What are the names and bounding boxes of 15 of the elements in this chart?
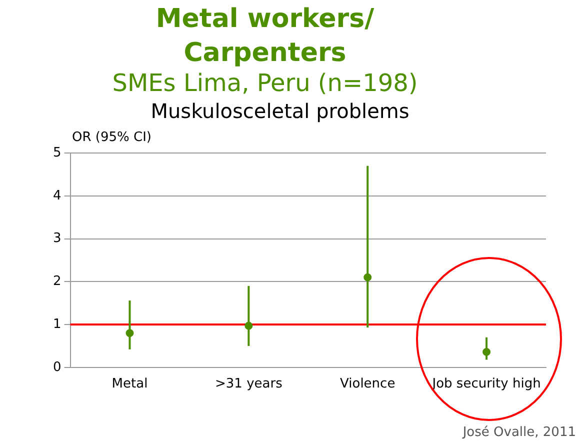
chart-title: Metal workers/ Carpenters — [154, 3, 376, 70]
y-axis-title: OR (95% CI) — [72, 130, 152, 145]
text: Muskulosceletal problems — [150, 99, 410, 123]
y-tick-label: 4 — [52, 188, 62, 204]
y-tick-label: 2 — [52, 274, 62, 290]
x-tick-label: Metal — [112, 376, 148, 392]
text: José Ovalle, 2011 — [462, 425, 576, 440]
chart-subtitle: SMEs Lima, Peru (n=198) — [111, 69, 419, 97]
x-tick-label: Violence — [340, 376, 396, 392]
y-tick-label: 0 — [52, 360, 62, 375]
y-tick-label: 3 — [52, 231, 62, 246]
y-tick-label: 1 — [52, 316, 62, 332]
x-tick-label: Job security high — [431, 376, 541, 392]
y-tick-label: 5 — [52, 145, 62, 160]
x-tick-label: >31 years — [214, 376, 283, 392]
